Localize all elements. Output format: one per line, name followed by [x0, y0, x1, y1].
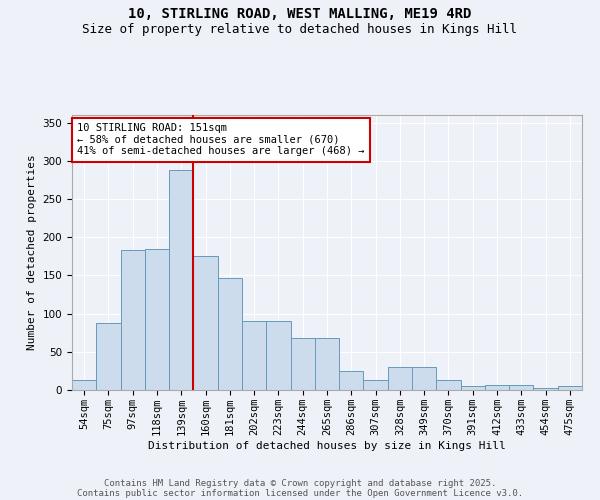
Bar [558, 386, 582, 390]
Text: 10, STIRLING ROAD, WEST MALLING, ME19 4RD: 10, STIRLING ROAD, WEST MALLING, ME19 4R… [128, 8, 472, 22]
Text: Contains HM Land Registry data © Crown copyright and database right 2025.: Contains HM Land Registry data © Crown c… [104, 478, 496, 488]
Text: 10 STIRLING ROAD: 151sqm
← 58% of detached houses are smaller (670)
41% of semi-: 10 STIRLING ROAD: 151sqm ← 58% of detach… [77, 123, 365, 156]
Bar [218, 278, 242, 390]
Bar [193, 256, 218, 390]
Bar [266, 322, 290, 390]
Bar [436, 380, 461, 390]
Bar [461, 386, 485, 390]
Bar [364, 380, 388, 390]
Bar [145, 248, 169, 390]
Bar [533, 388, 558, 390]
Bar [121, 250, 145, 390]
Text: Contains public sector information licensed under the Open Government Licence v3: Contains public sector information licen… [77, 488, 523, 498]
Bar [290, 338, 315, 390]
Bar [242, 322, 266, 390]
Bar [412, 367, 436, 390]
Text: Size of property relative to detached houses in Kings Hill: Size of property relative to detached ho… [83, 22, 517, 36]
Bar [169, 170, 193, 390]
Bar [485, 386, 509, 390]
Bar [72, 380, 96, 390]
Bar [388, 367, 412, 390]
Y-axis label: Number of detached properties: Number of detached properties [27, 154, 37, 350]
Bar [509, 386, 533, 390]
X-axis label: Distribution of detached houses by size in Kings Hill: Distribution of detached houses by size … [148, 440, 506, 450]
Bar [315, 338, 339, 390]
Bar [339, 371, 364, 390]
Bar [96, 323, 121, 390]
